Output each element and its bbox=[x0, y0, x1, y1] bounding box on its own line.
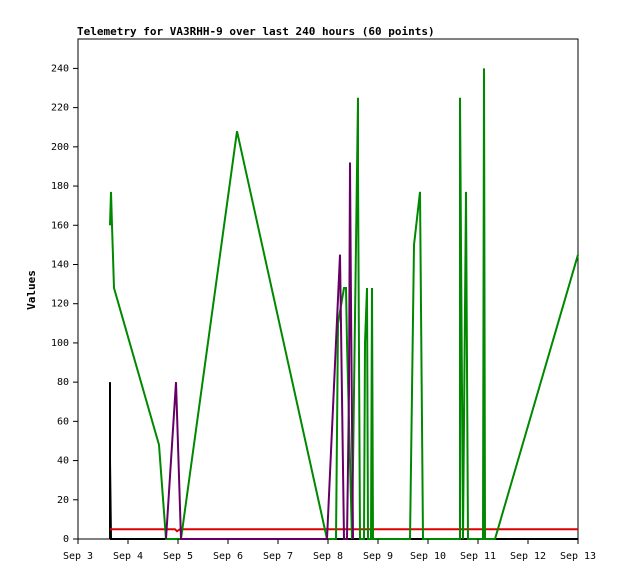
x-tick-label: Sep 13 bbox=[560, 551, 596, 562]
x-tick-label: Sep 8 bbox=[313, 551, 343, 562]
y-tick-label: 200 bbox=[51, 142, 69, 153]
x-tick-label: Sep 11 bbox=[460, 551, 496, 562]
x-tick-label: Sep 6 bbox=[213, 551, 243, 562]
x-tick-label: Sep 10 bbox=[410, 551, 446, 562]
y-tick-label: 20 bbox=[57, 495, 69, 506]
y-tick-label: 40 bbox=[57, 456, 69, 467]
y-tick-label: 80 bbox=[57, 377, 69, 388]
y-axis-title: Values bbox=[25, 270, 38, 310]
series-layer bbox=[109, 68, 579, 540]
y-tick-label: 240 bbox=[51, 63, 69, 74]
series-line-1 bbox=[110, 528, 578, 533]
x-tick-label: Sep 3 bbox=[63, 551, 93, 562]
y-tick-label: 120 bbox=[51, 299, 69, 310]
chart-title: Telemetry for VA3RHH-9 over last 240 hou… bbox=[77, 25, 435, 38]
series-line-3 bbox=[165, 162, 354, 540]
y-tick-label: 140 bbox=[51, 259, 69, 270]
y-tick-label: 60 bbox=[57, 416, 69, 427]
y-tick-label: 160 bbox=[51, 220, 69, 231]
y-tick-label: 100 bbox=[51, 338, 69, 349]
series-line-2 bbox=[109, 68, 579, 540]
x-tick-label: Sep 4 bbox=[113, 551, 143, 562]
x-tick-label: Sep 7 bbox=[263, 551, 293, 562]
ticks-layer: 0 20 40 60 80 100 120 140 160 180 200 220 240 Sep 3 Se… bbox=[51, 63, 596, 562]
y-tick-label: 180 bbox=[51, 181, 69, 192]
x-tick-label: Sep 5 bbox=[163, 551, 193, 562]
x-tick-label: Sep 9 bbox=[363, 551, 393, 562]
y-tick-label: 220 bbox=[51, 103, 69, 114]
x-tick-label: Sep 12 bbox=[510, 551, 546, 562]
y-tick-label: 0 bbox=[63, 534, 69, 545]
